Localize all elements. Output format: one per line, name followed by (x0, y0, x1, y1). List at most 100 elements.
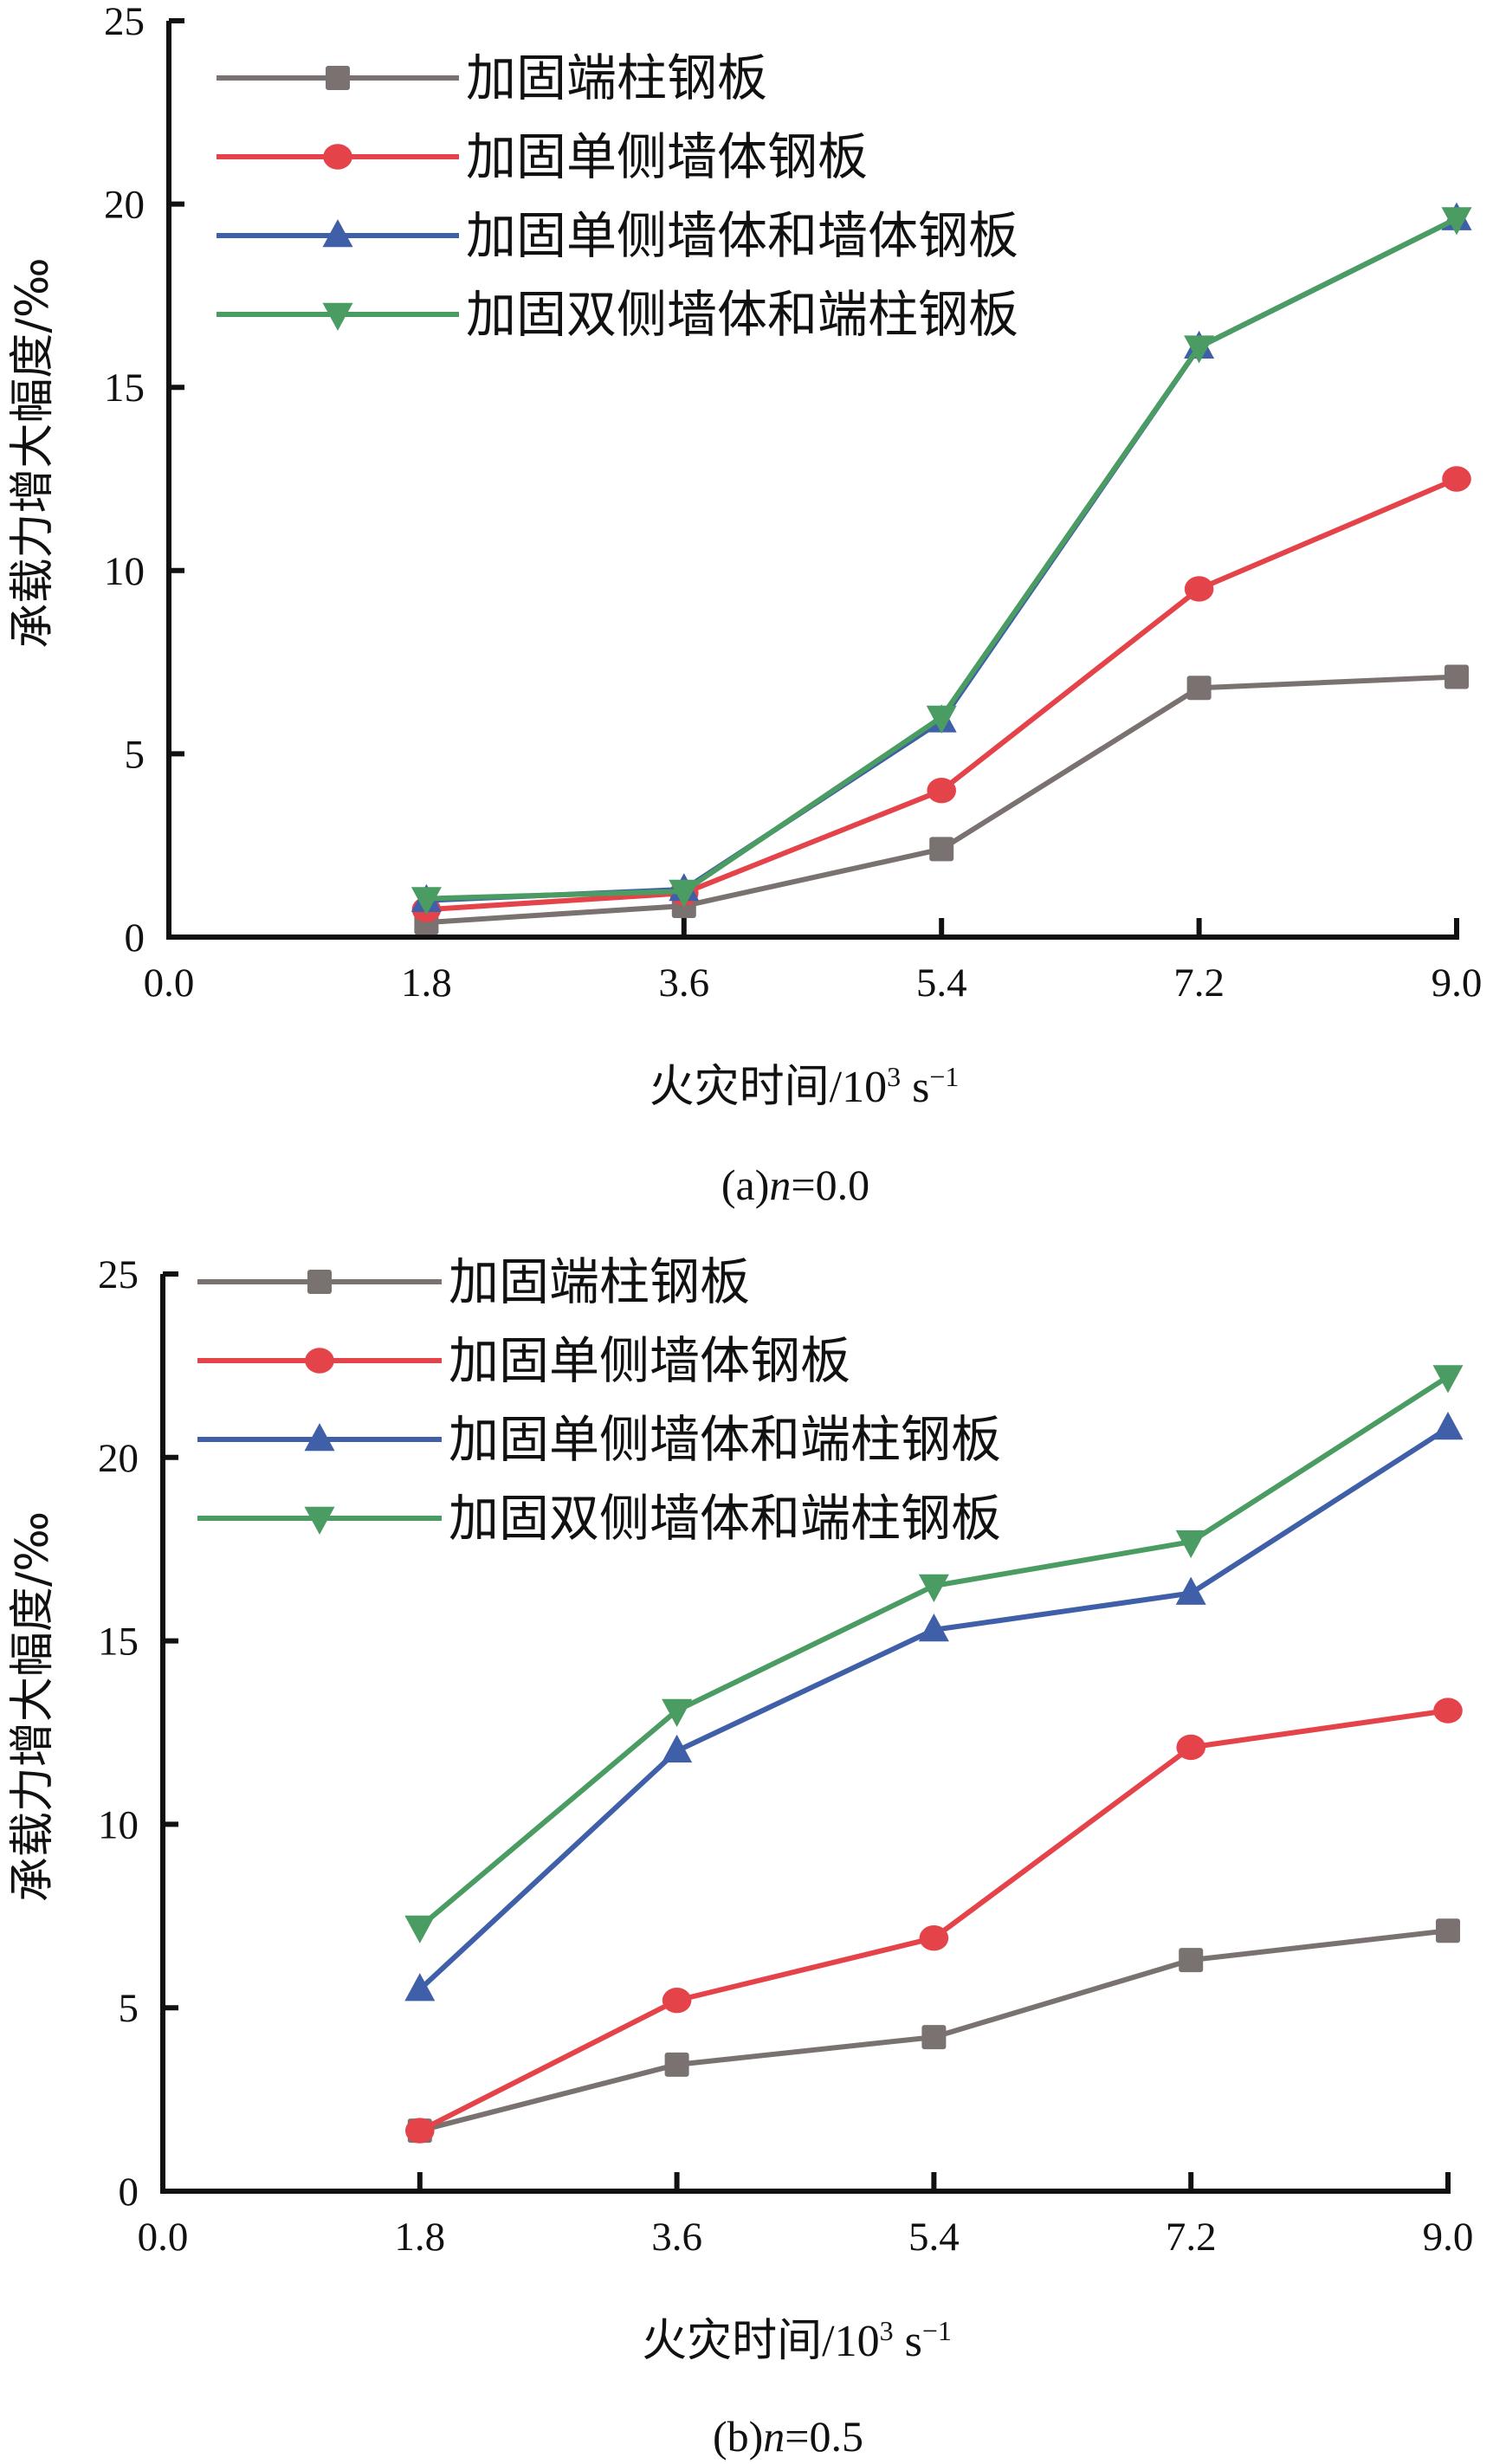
series-1 (405, 1698, 1463, 2144)
y-tick-label: 5 (119, 1986, 139, 2031)
y-tick-label: 0 (119, 2170, 139, 2215)
data-point (926, 705, 957, 734)
x-tick-label: 7.2 (1166, 2215, 1217, 2260)
series-0 (407, 1918, 1460, 2144)
legend-marker (323, 144, 352, 170)
x-tick-label: 9.0 (1423, 2215, 1474, 2260)
data-point (1179, 1948, 1204, 1973)
x-label-unit: /10 (830, 1063, 887, 1112)
chart-panel-a: 0 5 10 15 20 25 0.0 1.8 3.6 5.4 7.2 9.0 加固端柱钢板加固单侧墙体… (7, 0, 1482, 1209)
legend-label: 加固单侧墙体和端柱钢板 (449, 1410, 1001, 1469)
y-tick-label: 5 (125, 732, 145, 777)
y-tick-label: 25 (98, 1252, 139, 1297)
series-3 (410, 207, 1472, 915)
x-tick-label: 1.8 (401, 960, 452, 1006)
x-tick-label: 1.8 (394, 2215, 445, 2260)
x-tick-label: 0.0 (138, 2215, 189, 2260)
caption-var: n (763, 2412, 785, 2461)
x-tick-label: 7.2 (1173, 960, 1225, 1006)
data-point (1432, 1412, 1464, 1440)
data-point (662, 1698, 693, 1727)
data-point (410, 887, 442, 915)
caption-var: n (769, 1161, 791, 1209)
data-point (1442, 466, 1471, 492)
x-label-sup: 3 (887, 1061, 901, 1092)
y-tick-label: 25 (104, 0, 145, 44)
x-axis-label: 火灾时间/103 s−1 (650, 1061, 960, 1113)
data-point (919, 1925, 949, 1951)
data-point (927, 778, 956, 804)
chart-panel-b: 0 5 10 15 20 25 0.0 1.8 3.6 5.4 7.2 9.0 加固端柱钢板加固单侧墙体… (7, 1252, 1473, 2461)
data-point (929, 837, 954, 862)
data-point (1184, 335, 1215, 364)
data-point (1186, 676, 1212, 701)
data-point (1175, 1576, 1206, 1605)
x-label-sup: −1 (929, 1061, 959, 1092)
legend-label: 加固单侧墙体和墙体钢板 (466, 206, 1018, 265)
data-point (1175, 1529, 1206, 1559)
data-point (404, 1915, 436, 1943)
data-point (404, 1973, 436, 2002)
data-point (662, 1734, 693, 1762)
legend-marker (305, 1348, 334, 1374)
figure-caption: (b)n=0.5 (713, 2412, 863, 2461)
series-2 (404, 1412, 1464, 2002)
caption-value: =0.0 (791, 1161, 869, 1209)
y-tick-label: 15 (104, 365, 145, 411)
y-axis-label: 承载力增大幅度/‰ (7, 1511, 59, 1902)
x-tick-label: 3.6 (658, 960, 709, 1006)
data-point (1176, 1734, 1205, 1761)
y-tick-label: 15 (98, 1620, 139, 1665)
legend-label: 加固双侧墙体和端柱钢板 (449, 1489, 1001, 1548)
y-tick-label: 0 (125, 915, 145, 960)
data-point (918, 1613, 949, 1642)
legend-marker (307, 1270, 332, 1294)
legend-marker (304, 1423, 335, 1452)
x-label-text: 火灾时间 (650, 1061, 830, 1113)
legend-label: 加固单侧墙体钢板 (449, 1331, 850, 1390)
y-axis-label: 承载力增大幅度/‰ (7, 257, 59, 648)
series-3 (404, 1365, 1464, 1943)
x-tick-label: 3.6 (651, 2215, 702, 2260)
caption-value: =0.5 (785, 2412, 863, 2461)
data-point (1433, 1698, 1463, 1724)
data-point (1184, 576, 1214, 602)
y-tick-label: 20 (98, 1436, 139, 1481)
legend-marker (326, 66, 350, 90)
legend-marker (322, 302, 353, 331)
x-tick-label: 0.0 (144, 960, 195, 1006)
data-point (662, 1988, 692, 2014)
data-point (1436, 1918, 1460, 1943)
series-line (418, 1708, 1449, 2133)
legend-label: 加固双侧墙体和端柱钢板 (466, 285, 1018, 344)
caption-prefix: (a) (721, 1161, 770, 1209)
x-axis-label: 火灾时间/103 s−1 (642, 2315, 952, 2367)
legend-label: 加固端柱钢板 (466, 49, 767, 107)
data-point (664, 2052, 689, 2077)
x-tick-label: 5.4 (916, 960, 967, 1006)
data-point (1432, 1365, 1464, 1394)
y-tick-label: 20 (104, 183, 145, 228)
figure-caption: (a)n=0.0 (721, 1161, 869, 1209)
legend-marker (304, 1506, 335, 1535)
data-point (405, 2118, 435, 2144)
legend-label: 加固端柱钢板 (449, 1252, 750, 1311)
x-label-unit: /10 (822, 2317, 879, 2366)
caption-prefix: (b) (713, 2412, 763, 2461)
y-tick-label: 10 (98, 1802, 139, 1847)
data-point (1441, 207, 1472, 236)
data-point (669, 879, 700, 908)
x-label-text: 火灾时间 (642, 2315, 822, 2367)
x-tick-label: 5.4 (908, 2215, 960, 2260)
x-label-sup: −1 (922, 2315, 952, 2346)
x-tick-label: 9.0 (1432, 960, 1483, 1006)
data-point (1445, 664, 1469, 689)
legend-label: 加固单侧墙体钢板 (466, 127, 868, 186)
data-point (918, 1574, 949, 1602)
legend-marker (322, 219, 353, 248)
x-label-s: s (901, 1063, 929, 1112)
x-label-s: s (894, 2317, 922, 2366)
